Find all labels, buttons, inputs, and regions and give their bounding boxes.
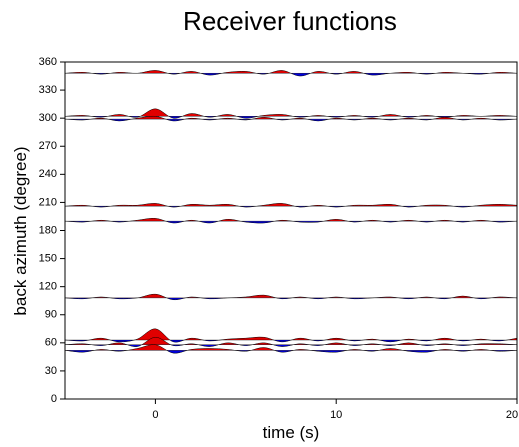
- negative-fill: [65, 297, 517, 300]
- x-tick-label: 10: [330, 409, 342, 421]
- y-tick-label: 120: [39, 281, 57, 293]
- trace-line: [65, 293, 517, 301]
- positive-fill: [65, 337, 517, 345]
- trace-line: [65, 344, 517, 354]
- positive-fill: [65, 108, 517, 117]
- positive-fill: [65, 203, 517, 207]
- positive-fill: [91, 294, 517, 298]
- y-tick-label: 270: [39, 140, 57, 152]
- y-tick-label: 300: [39, 112, 57, 124]
- x-axis-label: time (s): [263, 423, 320, 442]
- trace-line: [65, 336, 517, 347]
- y-tick-label: 0: [51, 393, 57, 405]
- y-tick-label: 360: [39, 56, 57, 68]
- x-tick-label: 0: [152, 409, 158, 421]
- negative-fill: [65, 350, 517, 354]
- y-tick-label: 60: [45, 337, 57, 349]
- plot-frame: [64, 61, 518, 400]
- negative-fill: [65, 344, 517, 347]
- y-tick-label: 240: [39, 168, 57, 180]
- y-tick-label: 30: [45, 365, 57, 377]
- y-tick-label: 180: [39, 224, 57, 236]
- trace-line: [65, 203, 517, 208]
- y-tick-label: 210: [39, 196, 57, 208]
- x-tick-label: 20: [506, 409, 518, 421]
- y-tick-label: 150: [39, 252, 57, 264]
- traces: [65, 70, 517, 354]
- chart-title: Receiver functions: [183, 6, 397, 36]
- y-tick-label: 90: [45, 309, 57, 321]
- y-axis-label: back azimuth (degree): [11, 146, 30, 315]
- y-tick-label: 330: [39, 84, 57, 96]
- trace-line: [65, 218, 517, 224]
- positive-fill: [65, 344, 517, 351]
